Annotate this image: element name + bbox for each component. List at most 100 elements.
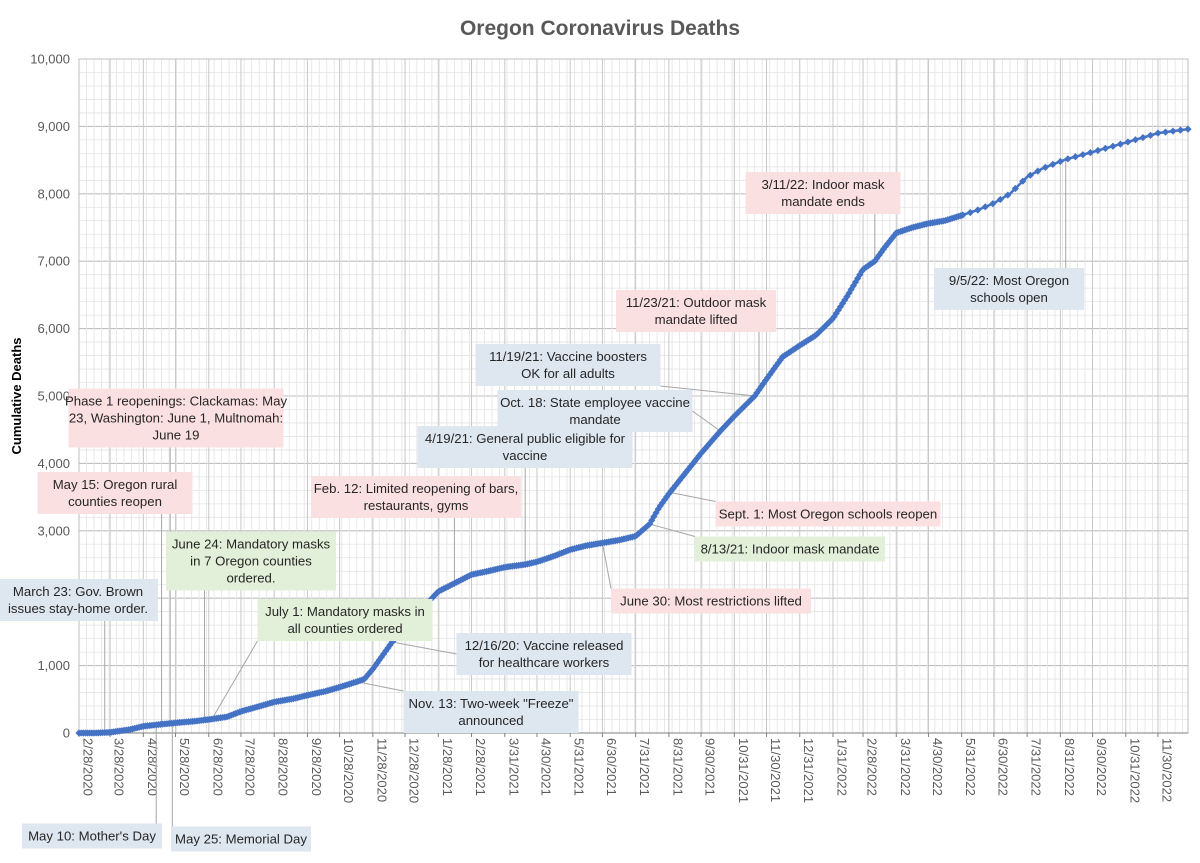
x-tick-label: 7/31/2021 — [637, 738, 652, 796]
annotation-leader — [601, 542, 612, 589]
data-point — [731, 411, 739, 419]
annotation-box: June 24: Mandatory masks in 7 Oregon coun… — [166, 531, 336, 591]
data-point — [1184, 125, 1192, 133]
y-tick-label: 9,000 — [37, 119, 70, 134]
data-point — [701, 444, 709, 452]
annotation-text: ordered. — [226, 571, 275, 586]
annotation-text: 23, Washington: June 1, Multnomah: — [69, 411, 283, 426]
annotation-box: Phase 1 reopenings: Clackamas: May 23, Wa… — [65, 388, 288, 448]
annotation-leaders — [104, 159, 1067, 827]
data-point — [1079, 151, 1087, 159]
data-point — [981, 203, 989, 211]
x-tick-label: 6/30/2021 — [604, 738, 619, 796]
data-point — [661, 496, 669, 504]
x-tick-label: 6/30/2022 — [995, 738, 1010, 796]
x-tick-label: 9/30/2021 — [703, 738, 718, 796]
annotation-box: 9/5/22: Most Oregon schools open — [934, 268, 1084, 310]
data-point — [766, 371, 774, 379]
annotation-box: May 25: Memorial Day — [171, 826, 311, 852]
x-tick-label: 12/31/2021 — [801, 738, 816, 803]
data-point — [733, 409, 742, 417]
annotation-text: 9/5/22: Most Oregon — [949, 273, 1069, 288]
y-tick-label: 5,000 — [37, 389, 70, 404]
data-point — [843, 292, 851, 301]
annotation-text: Phase 1 reopenings: Clackamas: May — [65, 394, 288, 409]
data-point — [856, 271, 864, 279]
annotation-leader — [660, 385, 755, 397]
annotation-leader — [692, 410, 721, 432]
x-tick-label: 9/28/2020 — [309, 738, 324, 796]
x-tick-label: 10/28/2020 — [341, 738, 356, 803]
annotation-text: Oct. 18: State employee vaccine — [500, 395, 690, 410]
annotation-text: Feb. 12: Limited reopening of bars, — [314, 481, 519, 496]
annotation-box: Nov. 13: Two-week "Freeze" announced — [403, 691, 579, 733]
grid — [78, 58, 1189, 734]
x-tick-label: 5/28/2020 — [177, 738, 192, 796]
annotation-text: 3/11/22: Indoor mask — [762, 177, 885, 192]
x-tick-label: 4/30/2021 — [538, 738, 553, 796]
x-tick-label: 9/30/2022 — [1094, 738, 1109, 796]
y-tick-label: 6,000 — [37, 321, 70, 336]
data-point — [738, 405, 746, 413]
x-tick-label: 1/28/2021 — [440, 738, 455, 796]
data-point — [1094, 146, 1102, 155]
data-point — [712, 432, 720, 440]
data-point — [864, 262, 872, 270]
data-point — [691, 457, 699, 465]
annotation-box: Oct. 18: State employee vaccine mandate — [497, 390, 693, 432]
annotation-background — [417, 426, 633, 468]
annotation-background — [68, 388, 284, 448]
annotations: March 23: Gov. Brown issues stay-home ord… — [0, 172, 1084, 852]
data-point — [703, 442, 712, 450]
data-point — [740, 403, 748, 411]
annotation-background — [695, 536, 885, 562]
data-point — [996, 195, 1004, 204]
annotation-background — [715, 501, 941, 527]
data-point — [1086, 149, 1094, 157]
y-tick-label: 0 — [63, 726, 70, 741]
data-point — [429, 593, 437, 601]
data-point — [824, 320, 832, 328]
annotation-background — [745, 172, 901, 214]
data-point — [1019, 177, 1027, 185]
x-tick-label: 10/31/2021 — [736, 738, 751, 803]
annotation-leader — [211, 640, 258, 720]
data-point — [753, 389, 761, 397]
data-point — [1041, 163, 1049, 171]
annotation-text: in 7 Oregon counties — [190, 554, 312, 569]
data-point — [886, 237, 894, 245]
annotation-box: 8/13/21: Indoor mask mandate — [695, 536, 885, 562]
data-point — [714, 429, 722, 438]
data-point — [836, 303, 845, 311]
x-tick-label: 8/28/2020 — [276, 738, 291, 796]
annotation-text: all counties ordered — [287, 621, 402, 636]
annotation-text: mandate — [569, 412, 620, 427]
y-tick-label: 7,000 — [37, 254, 70, 269]
annotation-background — [934, 268, 1084, 310]
annotation-text: May 25: Memorial Day — [175, 832, 307, 847]
data-point — [375, 656, 383, 664]
data-point — [652, 509, 660, 517]
data-point — [377, 653, 386, 661]
data-point — [673, 479, 682, 487]
x-tick-label: 11/30/2021 — [768, 738, 783, 802]
data-point — [1124, 138, 1132, 146]
data-point — [813, 330, 821, 338]
annotation-leader — [649, 523, 696, 537]
data-point — [1034, 167, 1042, 175]
data-point — [362, 672, 371, 681]
data-point — [815, 328, 823, 336]
annotation-box: July 1: Mandatory masks in all counties o… — [257, 599, 433, 641]
data-point — [643, 522, 652, 530]
data-point — [1049, 160, 1057, 168]
x-tick-label: 2/28/2022 — [865, 738, 880, 796]
x-tick-label: 2/28/2020 — [81, 738, 96, 796]
data-point — [871, 257, 879, 265]
x-tick-label: 10/31/2022 — [1127, 738, 1142, 803]
data-point — [866, 260, 875, 268]
annotation-text: 8/13/21: Indoor mask mandate — [701, 542, 880, 557]
annotation-background — [166, 531, 336, 591]
data-point — [680, 471, 688, 479]
data-point — [877, 248, 885, 256]
y-tick-label: 3,000 — [37, 523, 70, 538]
